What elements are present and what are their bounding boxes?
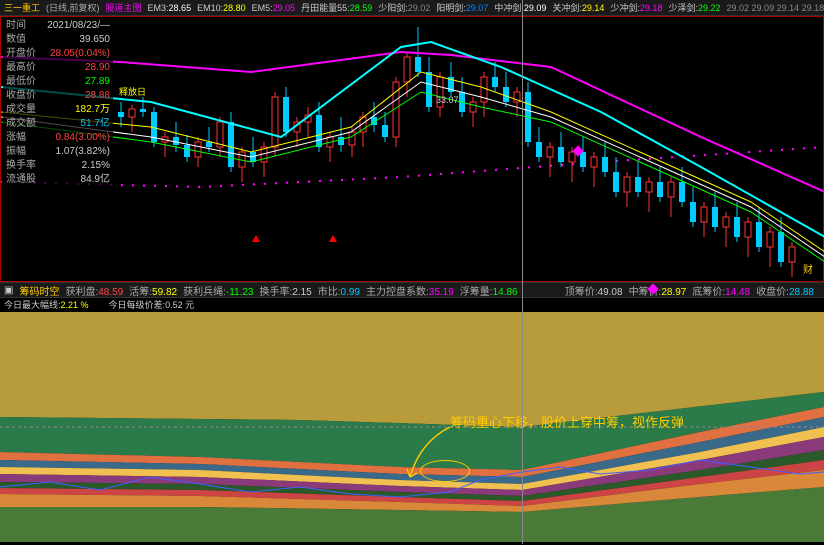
price-label: 33.07: [436, 95, 459, 105]
ind1-label: 丹田能量55:28.59: [301, 1, 372, 14]
ema10-label: EM10:28.80: [197, 3, 246, 13]
annotation-text: 筹码重心下移，股价上穿中筹，视作反弹: [450, 412, 684, 431]
chip-indicator-header: ▣ 筹码时空 获利盘:48.59活筹:59.82获利兵绳:-11.23换手率:2…: [0, 282, 824, 298]
chip-name: 筹码时空: [19, 283, 59, 298]
ind3-label: 阳明剑:29.07: [436, 1, 488, 14]
extra-vals: 29.02 29.09 29.14 29.18 29.22: [727, 3, 824, 13]
candlestick-chart[interactable]: 时间2021/08/23/—数值39.650开盘价28.05(0.04%)最高价…: [0, 16, 824, 282]
chip-distribution-chart[interactable]: 今日最大幅线:2.21 % 今日每级价差:0.52 元 筹码重心下移，股价上穿中…: [0, 298, 824, 542]
candle-svg: [1, 17, 824, 281]
ema5-label: EM5:29.05: [252, 3, 296, 13]
chip-sub-header: 今日最大幅线:2.21 % 今日每级价差:0.52 元: [0, 298, 824, 312]
ema3-label: EM3:28.65: [148, 3, 192, 13]
stock-name: 三一重工: [4, 1, 40, 14]
ind4-label: 中冲剑:29.09: [494, 1, 546, 14]
buy-marker-icon: [252, 235, 260, 242]
buy-marker-icon: [329, 235, 337, 242]
ind5-label: 关冲剑:29.14: [552, 1, 604, 14]
ind7-label: 少泽剑:29.22: [668, 1, 720, 14]
cai-label: 财: [803, 261, 813, 276]
mode-label: (日线,前复权): [46, 1, 100, 14]
template-name: 股道主图: [106, 1, 142, 14]
ind6-label: 少冲剑:29.18: [610, 1, 662, 14]
ohlc-info-panel: 时间2021/08/23/—数值39.650开盘价28.05(0.04%)最高价…: [3, 19, 113, 187]
ind2-label: 少阳剑:29.02: [378, 1, 430, 14]
top-indicator-header: 三一重工 (日线,前复权) 股道主图 EM3:28.65 EM10:28.80 …: [0, 0, 824, 16]
annotation-arrow-icon: [400, 422, 460, 492]
release-day-label: 释放日: [119, 85, 146, 98]
